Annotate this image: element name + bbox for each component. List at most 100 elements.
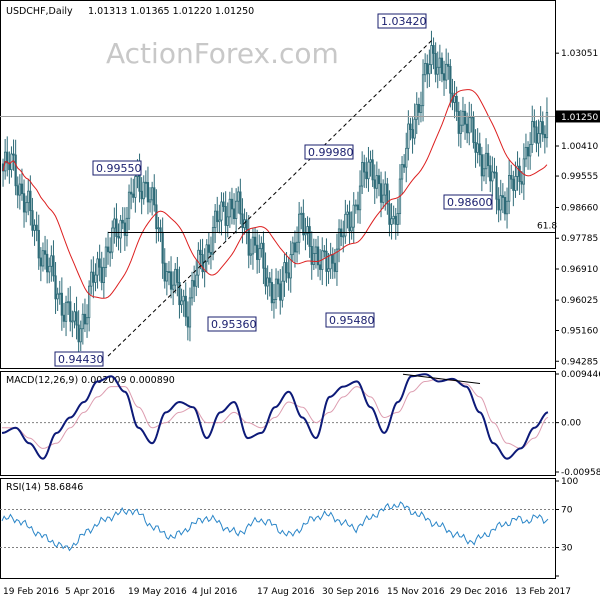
candle-body bbox=[495, 172, 498, 200]
trend-line bbox=[107, 39, 433, 357]
candle-body bbox=[224, 206, 227, 226]
chart-symbol: USDCHF,Daily bbox=[6, 6, 73, 17]
candle-body bbox=[35, 224, 38, 231]
candle-body bbox=[394, 215, 397, 225]
rsi-header: RSI(14) 58.6846 bbox=[6, 482, 83, 493]
candle-body bbox=[104, 246, 108, 268]
candle-body bbox=[199, 249, 202, 255]
candle-body bbox=[256, 244, 259, 260]
candle-body bbox=[226, 216, 229, 226]
candle-body bbox=[58, 292, 61, 295]
candle-body bbox=[474, 142, 477, 153]
macd-layer bbox=[1, 373, 549, 460]
price-tick-label: 0.99555 bbox=[561, 172, 598, 182]
candle-body bbox=[407, 123, 410, 149]
candle-body bbox=[348, 211, 351, 232]
candle-body bbox=[312, 252, 315, 265]
candle-body bbox=[327, 268, 330, 272]
price-label-text: 0.95480 bbox=[329, 314, 375, 327]
candle-body bbox=[153, 187, 156, 206]
candle-body bbox=[157, 227, 160, 230]
price-label-text: 1.03420 bbox=[381, 15, 427, 28]
price-label-text: 0.95360 bbox=[211, 318, 257, 331]
candle-body bbox=[298, 213, 301, 243]
candle-body bbox=[413, 118, 416, 139]
candle-body bbox=[228, 198, 231, 218]
candle-body bbox=[205, 244, 208, 263]
candle-body bbox=[468, 117, 471, 134]
candle-body bbox=[220, 201, 223, 221]
candle-body bbox=[537, 133, 540, 144]
candle-body bbox=[405, 147, 408, 168]
macd-divergence-line bbox=[402, 373, 481, 385]
candle-body bbox=[127, 191, 131, 219]
candle-body bbox=[67, 301, 70, 304]
candle-body bbox=[335, 248, 339, 272]
price-label-box bbox=[92, 160, 142, 176]
candle-body bbox=[503, 197, 507, 215]
candle-body bbox=[37, 229, 40, 259]
candle-body bbox=[113, 218, 116, 229]
price-layer: 61.8 bbox=[0, 30, 557, 357]
candle-body bbox=[459, 124, 462, 134]
candle-body bbox=[169, 271, 173, 290]
candle-body bbox=[438, 57, 441, 68]
candle-body bbox=[239, 191, 242, 215]
candle-body bbox=[400, 164, 404, 180]
candle-body bbox=[79, 328, 82, 343]
candle-body bbox=[505, 200, 509, 215]
candle-body bbox=[342, 235, 345, 238]
candle-body bbox=[361, 162, 364, 187]
price-tick-label: 0.96910 bbox=[561, 265, 598, 275]
candle-body bbox=[430, 45, 433, 66]
candle-body bbox=[365, 171, 368, 180]
candle-body bbox=[415, 103, 418, 120]
rsi-layer bbox=[1, 501, 549, 552]
macd-header: MACD(12,26,9) 0.002009 0.000890 bbox=[6, 375, 175, 386]
candle-body bbox=[182, 295, 185, 302]
candle-body bbox=[352, 204, 355, 228]
labels-layer: 1.03420 0.99550 0.99980 0.98600 0.95360 0.954… bbox=[54, 13, 493, 367]
candle-body bbox=[90, 271, 93, 287]
candle-body bbox=[119, 219, 122, 239]
candle-body bbox=[434, 52, 437, 75]
candle-body bbox=[235, 200, 238, 219]
candle-body bbox=[447, 63, 450, 67]
candle-body bbox=[106, 246, 110, 253]
candle-body bbox=[94, 274, 97, 283]
candle-body bbox=[109, 251, 112, 254]
candle-body bbox=[14, 154, 17, 187]
candle-body bbox=[417, 103, 420, 113]
candle-body bbox=[85, 317, 89, 325]
candle-body bbox=[180, 300, 183, 306]
candle-body bbox=[375, 175, 378, 189]
watermark: ActionForex.com bbox=[106, 37, 339, 70]
candle-body bbox=[232, 208, 236, 219]
x-axis-label: 13 Feb 2017 bbox=[515, 587, 571, 597]
candle-body bbox=[151, 187, 154, 201]
macd-tick-label: 0.009446 bbox=[561, 370, 600, 380]
candle-body bbox=[428, 64, 431, 75]
candle-body bbox=[148, 199, 152, 203]
candle-body bbox=[543, 133, 546, 139]
candle-body bbox=[440, 57, 444, 75]
candle-body bbox=[308, 226, 311, 247]
candle-body bbox=[482, 168, 486, 177]
candle-body bbox=[207, 244, 210, 253]
price-tick-label: 0.96025 bbox=[561, 296, 598, 306]
candle-body bbox=[344, 213, 347, 237]
candle-body bbox=[491, 171, 494, 182]
candle-body bbox=[33, 224, 36, 231]
candle-body bbox=[22, 193, 26, 213]
candle-body bbox=[249, 253, 252, 256]
candle-body bbox=[484, 152, 488, 170]
grid-layer bbox=[0, 422, 555, 548]
candle-body bbox=[142, 181, 145, 200]
price-label-box bbox=[377, 13, 427, 29]
candle-body bbox=[529, 144, 532, 157]
candle-body bbox=[493, 171, 496, 174]
candle-body bbox=[125, 217, 129, 236]
candle-body bbox=[302, 212, 305, 236]
price-label-text: 0.98600 bbox=[447, 196, 493, 209]
candle-body bbox=[466, 123, 469, 134]
